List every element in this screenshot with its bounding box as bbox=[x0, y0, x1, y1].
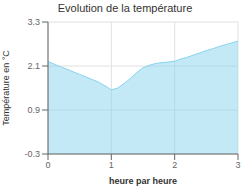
svg-text:0.9: 0.9 bbox=[27, 105, 40, 115]
html-text:Evolution de la température: Evolution de la température bbox=[57, 2, 193, 14]
svg-text:heure par heure: heure par heure bbox=[109, 176, 177, 186]
svg-text:1: 1 bbox=[109, 160, 114, 170]
svg-text:-0.3: -0.3 bbox=[24, 149, 40, 159]
svg-text:Température en °C: Température en °C bbox=[8, 50, 11, 126]
svg-text:2: 2 bbox=[172, 160, 177, 170]
svg-text:3: 3 bbox=[235, 160, 240, 170]
svg-text:2.1: 2.1 bbox=[27, 61, 40, 71]
svg-text:0: 0 bbox=[45, 160, 50, 170]
svg-text:3.3: 3.3 bbox=[27, 17, 40, 27]
